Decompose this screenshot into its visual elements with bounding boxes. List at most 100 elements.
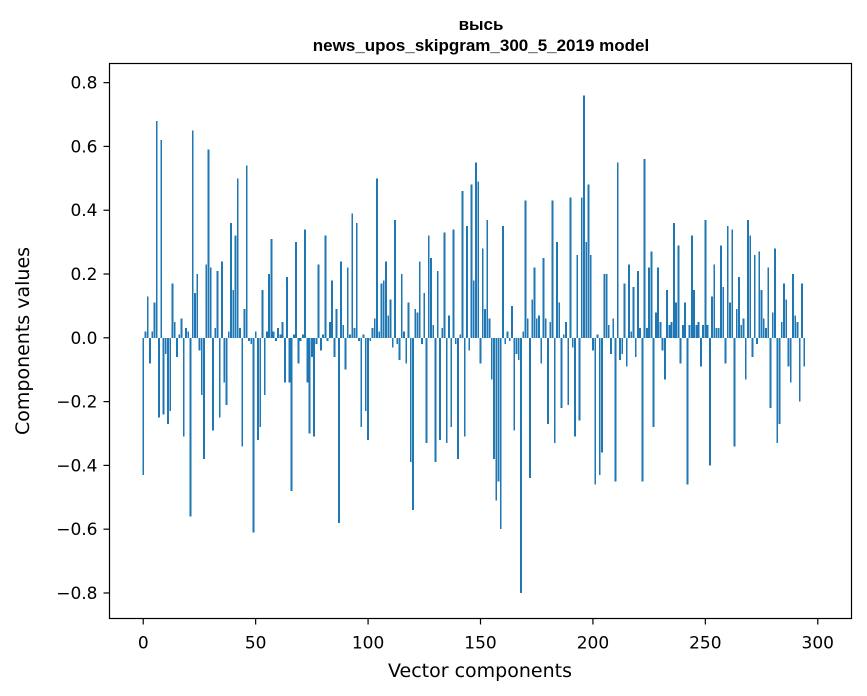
bar-219 xyxy=(634,337,637,357)
bar-9 xyxy=(162,337,165,415)
bar-224 xyxy=(645,328,648,338)
bar-247 xyxy=(697,321,700,338)
bar-267 xyxy=(742,318,745,338)
bar-96 xyxy=(358,337,360,341)
bar-256 xyxy=(717,328,720,338)
bar-140 xyxy=(457,337,459,460)
bar-177 xyxy=(540,337,543,364)
bar-21 xyxy=(189,337,192,517)
y-tick-label-3: −0.2 xyxy=(56,393,97,413)
bar-216 xyxy=(628,264,630,338)
bar-141 xyxy=(459,334,462,338)
bar-23 xyxy=(194,293,196,338)
bar-230 xyxy=(659,321,662,338)
bar-121 xyxy=(414,309,417,338)
bar-35 xyxy=(221,261,223,338)
bar-92 xyxy=(349,334,351,338)
bar-56 xyxy=(268,274,271,338)
bar-187 xyxy=(562,334,565,338)
bar-0 xyxy=(142,337,145,475)
bar-151 xyxy=(481,248,484,338)
x-tick-label-100: 100 xyxy=(352,634,384,654)
bar-159 xyxy=(499,337,502,530)
bar-178 xyxy=(542,258,545,338)
bar-106 xyxy=(380,283,383,338)
bar-18 xyxy=(182,337,185,437)
bar-57 xyxy=(270,238,273,338)
bar-103 xyxy=(373,318,376,338)
bar-285 xyxy=(783,283,785,338)
bar-270 xyxy=(749,235,752,338)
y-tick-label-8: 0.8 xyxy=(70,74,97,94)
bar-120 xyxy=(412,337,414,511)
bar-105 xyxy=(378,331,381,338)
bar-191 xyxy=(571,337,574,348)
bar-17 xyxy=(180,318,183,338)
bar-66 xyxy=(290,337,293,491)
bar-229 xyxy=(657,267,660,338)
bar-250 xyxy=(704,219,707,338)
bar-272 xyxy=(753,254,756,338)
bar-62 xyxy=(281,321,284,338)
bar-248 xyxy=(699,337,702,367)
bar-235 xyxy=(670,321,673,338)
bar-63 xyxy=(283,337,286,383)
bar-2 xyxy=(146,296,149,338)
bar-273 xyxy=(756,337,758,345)
bar-194 xyxy=(578,337,581,421)
bar-series xyxy=(142,95,806,593)
bar-93 xyxy=(351,213,354,338)
bar-153 xyxy=(486,219,489,338)
bar-155 xyxy=(490,337,493,380)
bar-198 xyxy=(587,184,590,338)
bar-204 xyxy=(601,337,603,453)
bar-90 xyxy=(344,337,347,370)
bar-277 xyxy=(765,328,767,338)
bar-226 xyxy=(650,251,653,338)
bar-252 xyxy=(708,337,711,466)
bar-268 xyxy=(744,337,747,380)
bar-99 xyxy=(364,337,367,412)
bar-207 xyxy=(607,325,610,338)
bar-170 xyxy=(524,200,527,338)
bar-83 xyxy=(328,321,331,338)
bar-81 xyxy=(324,235,327,338)
y-tick-label-6: 0.4 xyxy=(70,201,97,221)
bar-156 xyxy=(493,337,495,460)
bar-130 xyxy=(434,337,437,463)
bar-136 xyxy=(448,315,450,338)
bar-146 xyxy=(470,184,473,338)
bar-269 xyxy=(747,219,749,338)
bar-127 xyxy=(427,235,430,338)
bar-217 xyxy=(630,331,633,338)
bar-263 xyxy=(733,337,736,447)
bar-107 xyxy=(382,280,385,338)
bar-46 xyxy=(245,165,248,338)
bar-150 xyxy=(479,337,482,364)
chart-subtitle: news_upos_skipgram_300_5_2019 model xyxy=(313,36,649,55)
bar-181 xyxy=(549,321,552,338)
bar-126 xyxy=(425,337,428,444)
bar-125 xyxy=(423,293,426,338)
bar-61 xyxy=(279,334,282,338)
bar-87 xyxy=(337,337,340,523)
bar-164 xyxy=(511,305,513,338)
bar-104 xyxy=(376,178,378,338)
bar-15 xyxy=(176,337,178,357)
bar-111 xyxy=(391,337,394,348)
y-tick-label-4: 0.0 xyxy=(70,329,97,349)
bar-84 xyxy=(331,280,333,338)
bar-38 xyxy=(227,331,230,338)
bar-42 xyxy=(236,178,239,338)
bar-102 xyxy=(371,328,374,338)
x-tick-label-200: 200 xyxy=(577,634,609,654)
x-axis-ticks: 0 50 100 150 200 250 300 xyxy=(138,618,834,654)
bar-100 xyxy=(367,337,369,440)
bar-6 xyxy=(155,120,158,338)
bar-22 xyxy=(191,130,194,338)
bar-133 xyxy=(441,328,444,338)
bar-251 xyxy=(706,325,709,338)
bar-78 xyxy=(317,264,320,338)
bar-257 xyxy=(720,245,722,338)
